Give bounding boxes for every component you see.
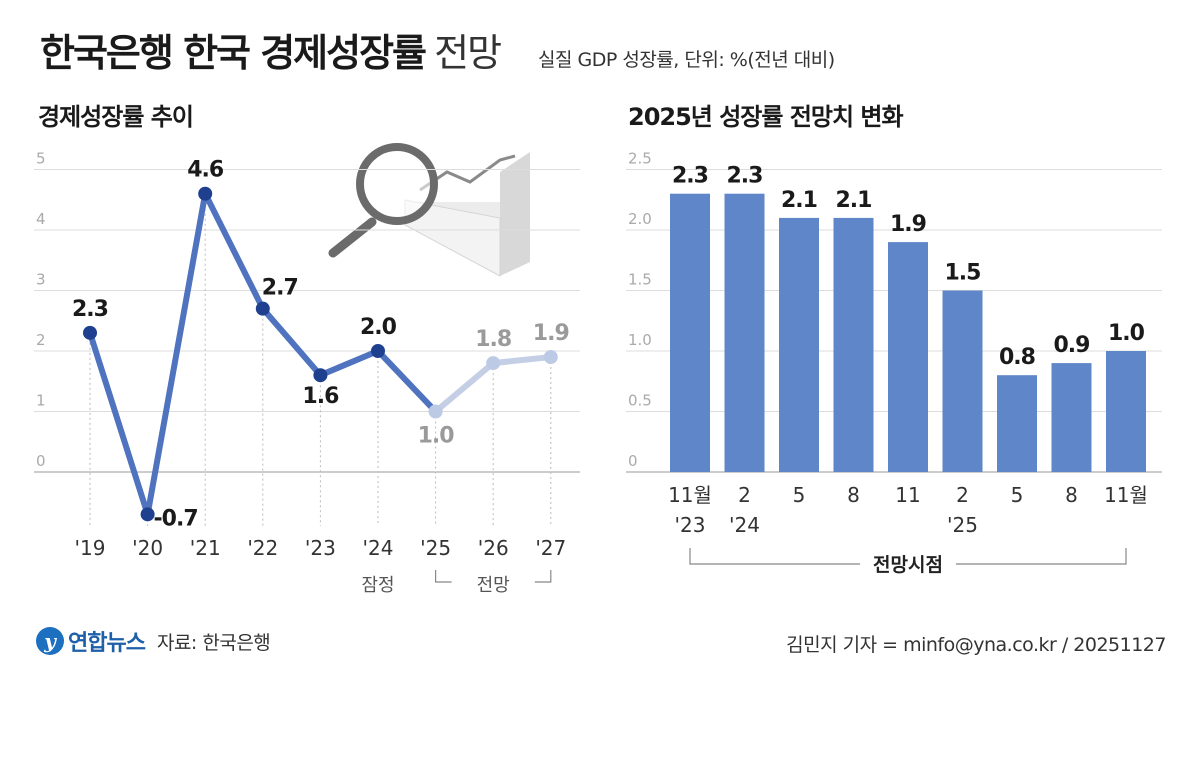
data-point [313,368,328,383]
series-line-segment [87,329,151,518]
data-label: 2.0 [360,315,397,340]
title-bold: 한국은행 한국 경제성장률 [40,31,427,75]
x-tick-label: '23 [305,536,336,560]
provisional-label: 잠정 [361,575,394,596]
series-line-segment [432,360,497,415]
series-line-segment [317,348,381,379]
bar [997,375,1037,472]
bar [942,290,983,472]
x-tick-year-label: '24 [729,513,760,537]
y-tick-label: 0 [628,452,638,470]
x-tick-label: '25 [420,536,451,560]
x-tick-label: 11월 [1104,483,1148,507]
series-line-segment [375,348,439,415]
data-label: 0.9 [1054,333,1090,358]
x-tick-label: 2 [738,483,751,507]
data-point [198,186,213,201]
data-label: -0.7 [154,506,198,531]
data-point [83,325,97,340]
x-tick-label: '20 [132,536,163,560]
bar [1106,351,1146,472]
data-label: 2.1 [781,188,817,213]
data-point [486,356,501,371]
data-label: 1.8 [475,327,511,352]
data-label: 2.3 [672,164,708,189]
magnifier-chart-illustration [328,143,530,277]
y-tick-label: 2 [36,331,46,349]
line-chart-title: 경제성장률 추이 [38,103,194,131]
data-point [428,404,443,419]
data-point [140,507,155,522]
data-label: 1.9 [890,212,926,237]
bar [670,193,710,472]
y-tick-label: 0.5 [628,392,652,410]
forecast-bracket [435,570,552,583]
data-label: 0.8 [999,345,1035,370]
subtitle: 실질 GDP 성장률, 단위: %(전년 대비) [538,49,835,71]
data-label: 2.7 [262,276,298,301]
data-label: 1.0 [1108,321,1145,346]
bar [1051,363,1092,472]
bar-chart-title: 2025년 성장률 전망치 변화 [628,103,904,131]
data-point [255,301,270,316]
data-point [371,344,385,358]
credit-line: 김민지 기자 = minfo@yna.co.kr / 20251127 [786,634,1166,656]
y-tick-label: 2.0 [628,210,652,228]
x-tick-label: '26 [478,536,509,560]
x-tick-label: 5 [793,483,806,507]
y-tick-label: 1 [36,392,46,410]
data-point [543,350,558,365]
data-label: 1.0 [418,424,455,449]
x-tick-label: '27 [535,536,566,560]
x-tick-label: 8 [1065,483,1078,507]
forecast-label: 전망 [477,575,510,596]
bar [779,217,819,472]
x-group-label: 전망시점 [873,554,943,576]
footer-branding: y 연합뉴스 자료: 한국은행 [36,625,271,657]
y-tick-label: 0 [36,452,46,470]
yonhap-logo-icon: y [36,627,64,655]
x-tick-label: '22 [247,536,278,560]
y-tick-label: 1.5 [628,271,652,289]
data-label: 4.6 [187,158,224,183]
x-tick-label: 11 [895,483,920,507]
y-tick-label: 4 [36,210,46,228]
y-tick-label: 1.0 [628,331,652,349]
series-line-segment [259,305,324,379]
series-line-segment [490,354,554,367]
data-label: 2.3 [727,164,763,189]
source-note: 자료: 한국은행 [156,631,271,654]
data-label: 2.1 [836,188,872,213]
data-label: 1.6 [302,384,339,409]
axis-group-bracket [689,548,1127,565]
x-tick-label: '19 [75,536,106,560]
y-tick-label: 2.5 [628,150,652,168]
title-light: 전망 [434,31,502,75]
logo-text: 연합뉴스 [68,631,146,656]
page-title: 한국은행 한국 경제성장률 전망 [40,22,502,77]
x-tick-label: '21 [190,536,221,560]
data-label: 2.3 [72,297,108,322]
bar [724,193,765,472]
x-tick-label: 8 [847,483,860,507]
y-tick-label: 5 [36,150,46,168]
x-tick-label: 11월 [668,483,712,507]
x-tick-label: 5 [1011,483,1024,507]
data-label: 1.5 [945,261,981,286]
x-tick-year-label: '23 [675,513,706,537]
x-tick-label: 2 [956,483,969,507]
y-tick-label: 3 [36,271,46,289]
x-tick-year-label: '25 [947,513,978,537]
data-label: 1.9 [533,321,569,346]
series-line-segment [202,190,266,312]
bar [888,242,928,472]
charts-canvas: 5 4 3 2 1 0 2.3 '19 -0.7 '20 4.6 '21 2.7 '22 1.6 '23 2.0… [34,143,1162,596]
x-tick-label: '24 [363,536,394,560]
series-line-segment [144,190,209,518]
bar [833,217,874,472]
